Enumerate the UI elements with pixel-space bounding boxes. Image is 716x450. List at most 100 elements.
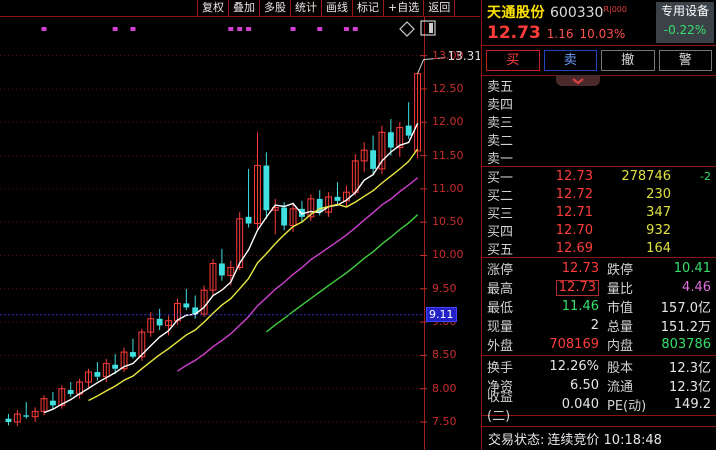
order-book-row[interactable]: 买四 12.70 932 [482,221,716,240]
stat-label: 现量 [487,320,514,335]
order-book-price: 12.73 [555,168,593,184]
price-axis-label: 11.00 [432,181,464,195]
stat-value: 803786 [661,337,711,352]
toolbar-multistock[interactable]: 多股 [259,0,290,16]
stat-label: 量比 [607,282,634,297]
order-book-price: 12.72 [555,186,593,202]
stat-label: 股本 [607,361,634,376]
stat-value: 149.2 [673,397,711,412]
stat-label: 换手 [487,361,514,376]
stat-label: 总量 [607,320,634,335]
order-book-row[interactable]: 卖二 [482,130,716,149]
order-book-level-label: 卖二 [487,133,514,149]
price-axis-label: 8.50 [432,348,457,362]
stock-identity: 天通股份 600330R|000 [482,0,716,23]
stats-rows-1: 涨停 12.73 跌停 10.41 最高 12.73 量比 4.46 最低 11.46 市值 157.… [482,259,716,354]
price-axis-label: 9.50 [432,281,457,295]
stat-value: 6.50 [570,378,599,393]
price-row: 12.73 1.16 10.03% [482,23,716,45]
order-book-row[interactable]: 买一 12.73 278746 -2 [482,167,716,186]
cancel-button[interactable]: 撤 [601,50,655,71]
order-book-row[interactable]: 买三 12.71 347 [482,203,716,222]
sell-button[interactable]: 卖 [543,50,597,71]
sector-box[interactable]: 专用设备 -0.22% [656,2,714,43]
toolbar-add-favorite[interactable]: +自选 [383,0,424,16]
toolbar-statistics[interactable]: 统计 [290,0,321,16]
price-axis-label: 13.00 [432,48,464,62]
order-book-volume: 164 [646,240,671,256]
stat-label: PE(动) [607,399,647,414]
candlestick-chart[interactable]: 13.00 12.50 12.00 11.50 11.00 10.50 10.00 9.50 9… [0,17,480,450]
panel-icon[interactable] [420,20,436,40]
buy-button[interactable]: 买 [486,50,540,71]
price-axis-label: 7.50 [432,415,457,429]
stat-label: 净资 [487,380,514,395]
toolbar-drawline[interactable]: 画线 [321,0,352,16]
bid-book: 买一 12.73 278746 -2 买二 12.72 230 买三 12.71 347 买四 12.… [482,167,716,258]
stat-value-highlight: 12.73 [555,279,599,296]
stat-label: 外盘 [487,339,514,354]
order-book-level-label: 卖一 [487,151,514,167]
cursor-price-tag: 9.11 [426,306,457,322]
stat-row: 最低 11.46 市值 157.0亿 [482,297,716,316]
order-book-level-label: 买四 [487,224,514,240]
order-book-volume: 347 [646,204,671,220]
price-change: 1.16 [546,27,574,41]
order-book-price: 12.71 [555,204,593,220]
order-book-level-label: 买五 [487,242,514,258]
stats-rows-2: 换手 12.26% 股本 12.3亿 净资 6.50 流通 12.3亿 收益(二) 0.040 PE… [482,357,716,424]
status-bar: 交易状态: 连续竞价 10:18:48 [482,426,716,450]
stats-block-1: 涨停 12.73 跌停 10.41 最高 12.73 量比 4.46 最低 11.46 市值 157.… [482,258,716,356]
stat-row: 收益(二) 0.040 PE(动) 149.2 [482,390,716,424]
order-book-level-label: 买一 [487,170,514,186]
stock-name: 天通股份 [487,5,545,21]
order-book-row[interactable]: 卖一 [482,148,716,167]
chart-canvas[interactable] [0,17,480,450]
toolbar-back[interactable]: 返回 [423,0,456,16]
toolbar-mark[interactable]: 标记 [352,0,383,16]
status-value: 连续竞价 10:18:48 [547,433,662,448]
toolbar-adjust[interactable]: 复权 [197,0,228,16]
order-book-volume: 230 [646,186,671,202]
order-book-volume: 932 [646,222,671,238]
diamond-icon[interactable] [398,20,416,42]
order-book-volume: 278746 [621,168,671,184]
stat-value: 11.46 [561,299,599,314]
stat-row: 外盘 708169 内盘 803786 [482,335,716,354]
stat-row: 净资 6.50 流通 12.3亿 [482,376,716,395]
chevron-down-icon[interactable] [556,75,600,86]
order-book-delta: -2 [700,169,711,183]
sector-change: -0.22% [663,23,707,37]
ask-rows: 卖五 卖四 卖三卖二卖一 [482,76,716,167]
order-book-row[interactable]: 买五 12.69 164 [482,239,716,258]
stat-row: 涨停 12.73 跌停 10.41 [482,259,716,278]
price-axis-label: 10.50 [432,215,464,229]
price-axis-label: 12.00 [432,115,464,129]
stat-value: 708169 [549,337,599,352]
chart-toolbar: 复权 叠加 多股 统计 画线 标记 +自选 返回 [0,0,480,17]
order-book-row[interactable]: 买二 12.72 230 [482,185,716,204]
toolbar-overlay[interactable]: 叠加 [228,0,259,16]
stat-value: 2 [590,318,599,333]
stat-value: 0.040 [561,397,599,412]
stat-label: 市值 [607,301,634,316]
stat-row: 最高 12.73 量比 4.46 [482,278,716,297]
sector-name: 专用设备 [660,4,709,18]
trade-button-group: 买卖撤警 [482,46,716,75]
stat-value: 12.73 [561,261,599,276]
stat-value: 4.46 [682,280,711,295]
alert-button[interactable]: 警 [658,50,712,71]
price-axis-label: 8.00 [432,381,457,395]
stat-label: 收益(二) [487,389,514,424]
stat-label: 流通 [607,380,634,395]
stat-value: 12.3亿 [669,380,711,395]
order-book-level-label: 买三 [487,206,514,222]
order-book-row[interactable]: 卖五 [482,76,716,95]
price-axis-label: 11.50 [432,148,464,162]
stat-value: 12.73 [529,279,599,296]
order-book-price: 12.69 [555,240,593,256]
stat-label: 最低 [487,301,514,316]
order-book-row[interactable]: 卖四 [482,94,716,113]
order-book-row[interactable]: 卖三 [482,112,716,131]
